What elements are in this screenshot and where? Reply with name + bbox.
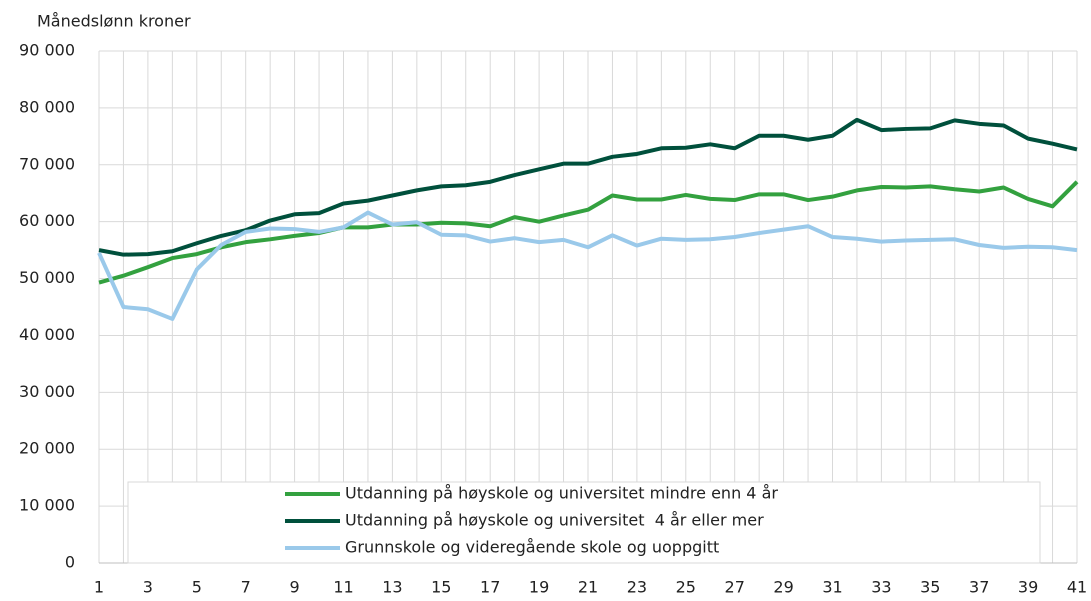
y-tick-label: 10 000 bbox=[19, 496, 75, 515]
y-tick-label: 20 000 bbox=[19, 439, 75, 458]
y-tick-label: 80 000 bbox=[19, 97, 75, 116]
y-tick-label: 60 000 bbox=[19, 211, 75, 230]
x-tick-label: 1 bbox=[94, 578, 104, 597]
line-series bbox=[98, 180, 1079, 285]
legend-label: Utdanning på høyskole og universitet 4 å… bbox=[345, 511, 764, 530]
y-tick-label: 70 000 bbox=[19, 154, 75, 173]
x-tick-label: 5 bbox=[192, 578, 202, 597]
x-tick-label: 39 bbox=[1018, 578, 1038, 597]
legend-label: Utdanning på høyskole og universitet min… bbox=[345, 484, 778, 503]
x-tick-label: 33 bbox=[871, 578, 891, 597]
x-tick-label: 15 bbox=[431, 578, 451, 597]
x-tick-label: 31 bbox=[822, 578, 842, 597]
y-tick-label: 30 000 bbox=[19, 382, 75, 401]
line-series bbox=[98, 117, 1078, 257]
y-tick-label: 90 000 bbox=[19, 41, 75, 60]
y-tick-label: 50 000 bbox=[19, 268, 75, 287]
x-tick-label: 37 bbox=[969, 578, 989, 597]
y-tick-label: 0 bbox=[65, 553, 75, 572]
x-tick-label: 9 bbox=[290, 578, 300, 597]
x-tick-label: 11 bbox=[333, 578, 353, 597]
x-tick-label: 17 bbox=[480, 578, 500, 597]
x-tick-label: 21 bbox=[578, 578, 598, 597]
x-tick-label: 41 bbox=[1067, 578, 1087, 597]
x-tick-label: 7 bbox=[241, 578, 251, 597]
x-tick-label: 25 bbox=[676, 578, 696, 597]
x-tick-label: 19 bbox=[529, 578, 549, 597]
x-tick-label: 29 bbox=[773, 578, 793, 597]
x-tick-label: 27 bbox=[725, 578, 745, 597]
legend-box bbox=[127, 481, 1041, 564]
x-tick-label: 3 bbox=[143, 578, 153, 597]
x-tick-label: 13 bbox=[382, 578, 402, 597]
y-tick-label: 40 000 bbox=[19, 325, 75, 344]
y-axis-label: Månedslønn kroner bbox=[37, 12, 191, 31]
x-tick-label: 35 bbox=[920, 578, 940, 597]
line-series bbox=[97, 210, 1078, 321]
x-tick-label: 23 bbox=[627, 578, 647, 597]
legend-label: Grunnskole og videregående skole og uopp… bbox=[345, 538, 719, 557]
